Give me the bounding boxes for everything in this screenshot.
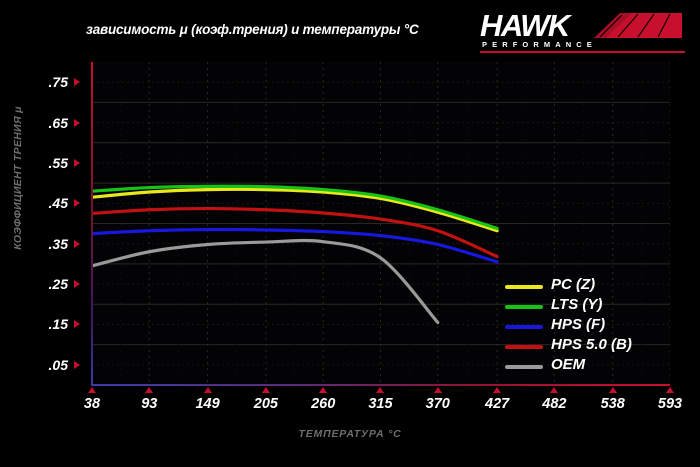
y-tick-label: .75 bbox=[48, 74, 68, 91]
series-line-oem bbox=[92, 238, 440, 325]
y-tick-arrow-icon bbox=[74, 320, 80, 329]
x-axis-line bbox=[92, 384, 670, 386]
series-line-lts-y bbox=[92, 184, 499, 230]
y-tick-label: .15 bbox=[48, 316, 68, 333]
x-tick-arrow-icon bbox=[145, 387, 154, 393]
x-tick-label: 482 bbox=[542, 396, 567, 412]
legend-swatch-icon bbox=[505, 365, 543, 369]
hawk-performance-logo: HAWK PERFORMANCE bbox=[480, 8, 685, 53]
x-tick-arrow-icon bbox=[261, 387, 270, 393]
x-tick-label: 370 bbox=[425, 396, 450, 412]
x-tick-label: 593 bbox=[657, 396, 683, 412]
legend-label: OEM bbox=[551, 356, 586, 373]
legend-item[interactable]: OEM bbox=[505, 356, 680, 377]
y-tick-label: .35 bbox=[48, 235, 68, 252]
legend-swatch-icon bbox=[505, 285, 543, 289]
logo-underline bbox=[480, 51, 685, 53]
legend-label: PC (Z) bbox=[551, 276, 596, 293]
x-tick-arrow-icon bbox=[319, 387, 328, 393]
hawk-wing-icon bbox=[594, 13, 682, 38]
series-line-hps-5-0-b bbox=[92, 206, 499, 259]
legend-swatch-icon bbox=[505, 325, 543, 329]
y-tick-label: .55 bbox=[48, 154, 68, 171]
y-tick-arrow-icon bbox=[74, 239, 80, 248]
x-tick-label: 538 bbox=[600, 396, 625, 412]
y-tick-label: .05 bbox=[48, 356, 68, 373]
x-tick-arrow-icon bbox=[376, 387, 385, 393]
x-tick-arrow-icon bbox=[203, 387, 212, 393]
x-tick-arrow-icon bbox=[88, 387, 96, 393]
x-tick-label: 205 bbox=[253, 396, 278, 412]
legend-swatch-icon bbox=[505, 305, 543, 309]
series-lines bbox=[92, 184, 499, 325]
legend-item[interactable]: HPS (F) bbox=[505, 316, 680, 337]
x-tick-label: 149 bbox=[195, 396, 220, 412]
logo-wordmark: HAWK bbox=[480, 8, 570, 43]
plot-area bbox=[92, 62, 670, 385]
y-tick-arrow-icon bbox=[74, 118, 80, 127]
legend-label: HPS (F) bbox=[551, 316, 606, 333]
legend: PC (Z) LTS (Y) HPS (F) HPS 5.0 (B) OEM bbox=[505, 276, 680, 377]
legend-item[interactable]: PC (Z) bbox=[505, 276, 680, 297]
gridlines bbox=[92, 62, 670, 385]
x-tick-arrow-icon bbox=[550, 387, 559, 393]
x-tick-label: 38 bbox=[83, 396, 101, 412]
legend-item[interactable]: LTS (Y) bbox=[505, 296, 680, 317]
y-axis-line bbox=[91, 62, 93, 386]
legend-swatch-icon bbox=[505, 345, 543, 349]
y-tick-label: .65 bbox=[48, 114, 68, 131]
series-line-hps-f bbox=[92, 227, 499, 264]
y-tick-arrow-icon bbox=[74, 158, 80, 167]
x-tick-arrow-icon bbox=[608, 387, 617, 393]
x-tick-arrow-icon bbox=[666, 387, 674, 393]
x-tick-arrow-icon bbox=[493, 387, 502, 393]
y-tick-label: .45 bbox=[48, 195, 68, 212]
y-axis-title: КОЭФФИЦИЕНТ ТРЕНИЯ μ bbox=[12, 106, 24, 250]
y-tick-arrow-icon bbox=[74, 78, 80, 87]
y-tick-arrow-icon bbox=[74, 199, 80, 208]
x-tick-arrow-icon bbox=[433, 387, 442, 393]
series-line-pc-z bbox=[92, 187, 499, 233]
y-tick-arrow-icon bbox=[74, 360, 80, 369]
x-tick-label: 93 bbox=[141, 396, 158, 412]
x-axis-title: ТЕМПЕРАТУРА °C bbox=[298, 428, 402, 440]
legend-label: LTS (Y) bbox=[551, 296, 603, 313]
page-title: зависимость μ (коэф.трения) и температур… bbox=[86, 22, 419, 37]
y-tick-label: .25 bbox=[48, 276, 68, 293]
legend-label: HPS 5.0 (B) bbox=[551, 336, 632, 353]
x-tick-label: 315 bbox=[368, 396, 393, 412]
legend-item[interactable]: HPS 5.0 (B) bbox=[505, 336, 680, 357]
x-tick-label: 427 bbox=[485, 396, 510, 412]
logo-tagline: PERFORMANCE bbox=[482, 40, 597, 49]
x-tick-label: 260 bbox=[311, 396, 336, 412]
y-tick-arrow-icon bbox=[74, 280, 80, 289]
